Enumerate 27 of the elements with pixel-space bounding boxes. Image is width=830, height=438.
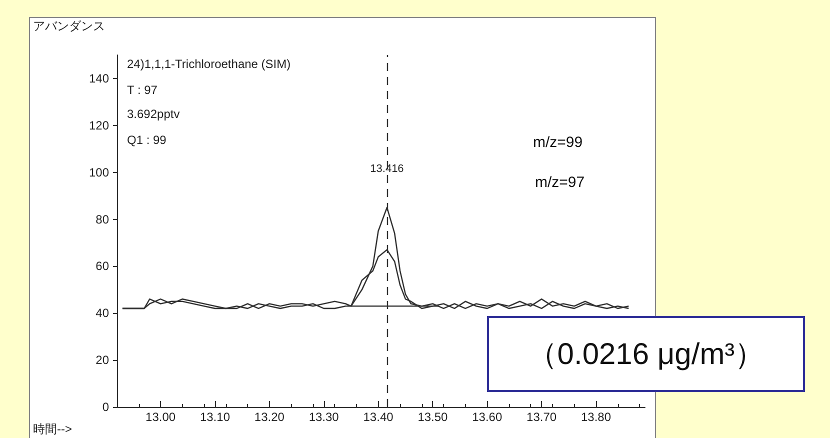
x-axis-title: 時間--> <box>33 422 72 436</box>
x-tick-label: 13.00 <box>146 410 176 424</box>
y-tick-label: 100 <box>88 165 110 180</box>
x-tick-label: 13.50 <box>418 410 448 424</box>
x-tick-label: 13.10 <box>200 410 230 424</box>
x-tick-label: 13.60 <box>472 410 502 424</box>
x-tick-label: 13.40 <box>363 410 394 424</box>
annotation: Q1 : 99 <box>127 133 167 147</box>
y-tick-label: 80 <box>96 212 110 226</box>
x-tick-label: 13.20 <box>254 410 285 424</box>
annotation: 24)1,1,1-Trichloroethane (SIM) <box>127 57 291 71</box>
y-tick-label: 40 <box>96 306 110 320</box>
y-tick-label: 60 <box>96 259 110 274</box>
annotation: （0.0216 μg/m³） <box>527 336 765 372</box>
x-tick-label: 13.80 <box>580 410 612 424</box>
y-tick-label: 140 <box>88 71 110 86</box>
y-axis-title: アバンダンス <box>33 19 105 33</box>
y-tick-label: 20 <box>96 353 110 368</box>
y-tick-label: 120 <box>88 118 110 132</box>
x-tick-label: 13.70 <box>526 410 557 424</box>
annotation: 3.692pptv <box>127 107 180 121</box>
ref-line-label: 13.416 <box>370 163 404 176</box>
x-tick-label: 13.30 <box>308 410 340 424</box>
y-tick-label: 0 <box>102 400 110 414</box>
annotation: T : 97 <box>127 83 158 97</box>
annotation: m/z=99 <box>533 134 583 151</box>
annotation: m/z=97 <box>535 174 585 191</box>
